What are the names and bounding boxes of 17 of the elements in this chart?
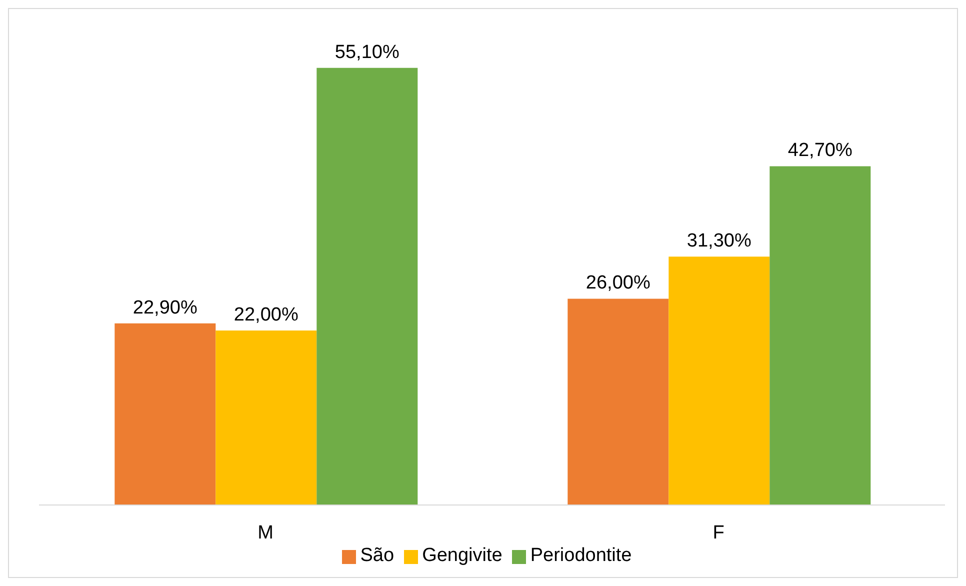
x-tick-label: F — [712, 522, 724, 544]
bar — [316, 68, 418, 505]
bar — [568, 298, 669, 505]
x-tick-label: M — [258, 522, 274, 544]
data-label: 22,00% — [234, 304, 298, 326]
data-label: 55,10% — [334, 42, 400, 63]
bar — [114, 323, 216, 505]
bar — [770, 166, 871, 505]
data-label: 42,70% — [788, 140, 852, 162]
legend-label: São — [360, 545, 394, 566]
legend-label: Gengivite — [422, 545, 502, 566]
data-label: 31,30% — [686, 230, 752, 252]
bar — [216, 330, 317, 505]
data-label: 26,00% — [586, 272, 650, 294]
bar — [668, 256, 770, 505]
data-label: 22,90% — [132, 297, 198, 318]
legend-label: Periodontite — [530, 545, 632, 566]
